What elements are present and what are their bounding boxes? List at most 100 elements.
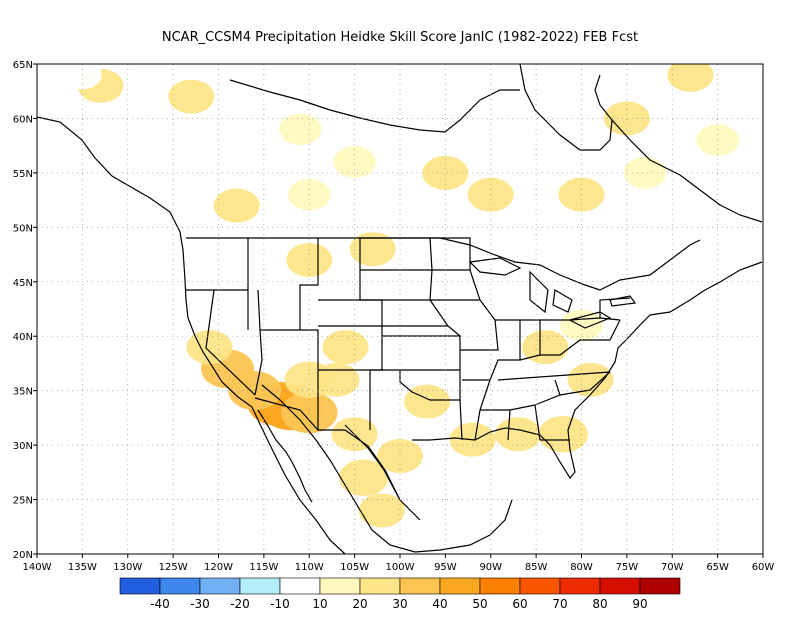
x-tick-label: 65W xyxy=(706,562,729,573)
colorbar-swatch xyxy=(199,577,241,595)
skill-region-16 xyxy=(538,415,589,453)
y-tick-label: 25N xyxy=(13,496,33,507)
skill-region-36 xyxy=(498,299,538,329)
y-tick-label: 35N xyxy=(13,387,33,398)
y-tick-label: 60N xyxy=(13,114,33,125)
skill-region-25 xyxy=(422,155,469,190)
y-tick-label: 45N xyxy=(13,278,33,289)
skill-region-42 xyxy=(62,64,102,90)
x-tick-label: 115W xyxy=(249,562,278,573)
axis-ticks: 140W 135W 130W 125W 120W 115W 110W 105W 100W 95W 9… xyxy=(13,60,775,573)
colorbar-swatch xyxy=(519,577,561,595)
coastline-hudson-bay xyxy=(519,64,613,151)
colorbar-swatch xyxy=(599,577,641,595)
skill-region-5 xyxy=(186,330,233,365)
skill-region-18 xyxy=(522,330,569,365)
colorbar-swatch xyxy=(279,577,321,595)
skill-region-8 xyxy=(322,330,369,365)
colorbar-swatch xyxy=(439,577,481,595)
x-tick-label: 90W xyxy=(479,562,502,573)
colorbar-swatch xyxy=(399,577,441,595)
colorbar-swatch xyxy=(239,577,281,595)
x-tick-label: 85W xyxy=(525,562,548,573)
chart-title: NCAR_CCSM4 Precipitation Heidke Skill Sc… xyxy=(162,30,638,45)
skill-region-11 xyxy=(358,493,405,528)
colorbar-swatch xyxy=(639,577,681,595)
border-us-mexico xyxy=(254,397,401,501)
coastline-pacific xyxy=(37,116,346,554)
skill-region-10 xyxy=(338,459,389,497)
y-tick-label: 30N xyxy=(13,441,33,452)
great-lakes xyxy=(468,257,637,329)
colorbar-label: 50 xyxy=(472,597,487,611)
skill-region-28 xyxy=(603,101,650,136)
colorbar-swatch xyxy=(559,577,601,595)
skill-region-33 xyxy=(667,64,714,92)
y-tick-label: 50N xyxy=(13,223,33,234)
skill-field xyxy=(62,64,739,554)
x-tick-label: 75W xyxy=(616,562,639,573)
gridlines xyxy=(37,64,763,554)
x-tick-label: 140W xyxy=(23,562,52,573)
y-tick-label: 20N xyxy=(13,550,33,561)
skill-region-17 xyxy=(567,362,614,397)
x-tick-label: 70W xyxy=(661,562,684,573)
skill-region-29 xyxy=(623,157,667,189)
colorbar-label: 30 xyxy=(392,597,407,611)
skill-region-34 xyxy=(696,124,739,156)
colorbar: -40 -30 -20 -10 10 20 30 40 50 60 70 80 90 xyxy=(119,577,681,611)
colorbar-label: -20 xyxy=(230,597,250,611)
colorbar-swatch xyxy=(479,577,521,595)
y-tick-label: 40N xyxy=(13,332,33,343)
x-tick-label: 95W xyxy=(434,562,457,573)
colorbar-label: -30 xyxy=(190,597,210,611)
colorbar-label: 60 xyxy=(512,597,527,611)
x-tick-label: 80W xyxy=(570,562,593,573)
skill-region-45 xyxy=(480,528,520,554)
skill-region-40 xyxy=(407,82,447,112)
colorbar-label: 80 xyxy=(592,597,607,611)
skill-region-15 xyxy=(494,417,541,452)
colorbar-swatch xyxy=(159,577,201,595)
map-boundaries xyxy=(37,64,763,554)
colorbar-label: 90 xyxy=(632,597,647,611)
x-tick-label: 120W xyxy=(204,562,233,573)
colorbar-label: 20 xyxy=(352,597,367,611)
colorbar-label: 40 xyxy=(432,597,447,611)
skill-region-39 xyxy=(217,82,257,112)
skill-region-2 xyxy=(281,391,338,434)
skill-region-12 xyxy=(377,439,423,473)
colorbar-label: 70 xyxy=(552,597,567,611)
skill-region-46 xyxy=(598,278,638,308)
skill-region-32 xyxy=(278,113,322,146)
skill-region-38 xyxy=(244,125,284,155)
coastline-mexico-gulf xyxy=(261,384,513,553)
coastline-labrador xyxy=(611,119,763,223)
x-tick-label: 110W xyxy=(295,562,324,573)
colorbar-swatch xyxy=(359,577,401,595)
colorbar-swatch xyxy=(319,577,361,595)
coastline-northeast xyxy=(649,261,763,316)
y-tick-label: 65N xyxy=(13,60,33,71)
x-tick-label: 105W xyxy=(340,562,369,573)
state-lines-east xyxy=(459,297,631,441)
x-tick-label: 135W xyxy=(68,562,97,573)
skill-region-21 xyxy=(349,232,396,267)
skill-region-35 xyxy=(444,299,484,329)
coastline-baja xyxy=(257,409,313,503)
colorbar-label: 10 xyxy=(312,597,327,611)
state-lines-central xyxy=(360,237,499,401)
skill-region-7 xyxy=(313,362,360,397)
y-tick-label: 55N xyxy=(13,169,33,180)
colorbar-label: -10 xyxy=(270,597,290,611)
colorbar-swatch xyxy=(119,577,161,595)
skill-region-19 xyxy=(560,309,603,342)
skill-region-13 xyxy=(404,384,451,419)
x-tick-label: 130W xyxy=(113,562,142,573)
skill-region-31 xyxy=(168,79,215,114)
skill-region-24 xyxy=(333,146,376,178)
skill-region-41 xyxy=(471,71,511,101)
colorbar-label: -40 xyxy=(150,597,170,611)
coastline-arctic xyxy=(229,79,520,133)
